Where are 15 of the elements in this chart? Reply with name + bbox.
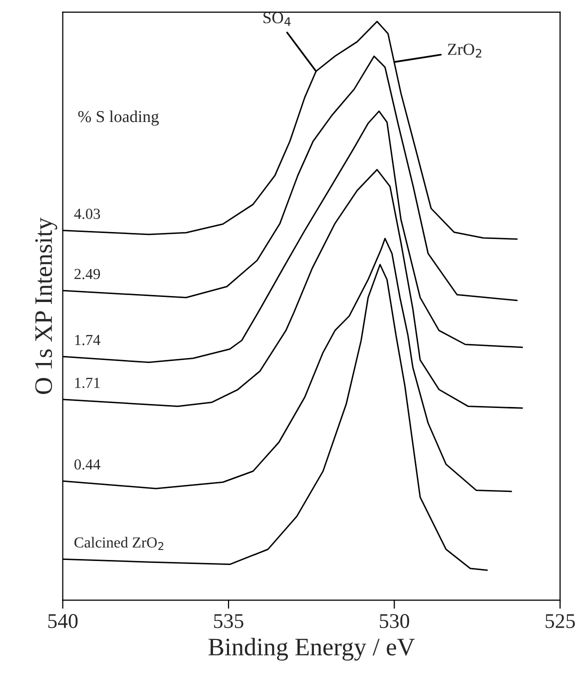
x-tick-label: 525 [546, 614, 575, 628]
series-label: 2.49 [74, 268, 100, 280]
series-label: Calcined ZrO$_{2}$ [74, 536, 164, 550]
series-label: 1.74 [75, 334, 100, 346]
annotation: SO$_{4}$ [264, 12, 291, 26]
x-tick-label: 535 [214, 614, 244, 628]
y-axis-title: O 1s XP Intensity [35, 218, 58, 394]
x-tick-label: 530 [380, 614, 410, 628]
annotation: % S loading [78, 110, 159, 126]
x-axis-title: Binding Energy / eV [208, 638, 415, 661]
x-tick-label: 540 [48, 614, 78, 628]
annotation: ZrO$_{2}$ [448, 44, 482, 58]
series-label: 0.44 [74, 459, 100, 470]
series-label: 4.03 [74, 208, 100, 220]
series-label: 1.71 [75, 378, 100, 388]
